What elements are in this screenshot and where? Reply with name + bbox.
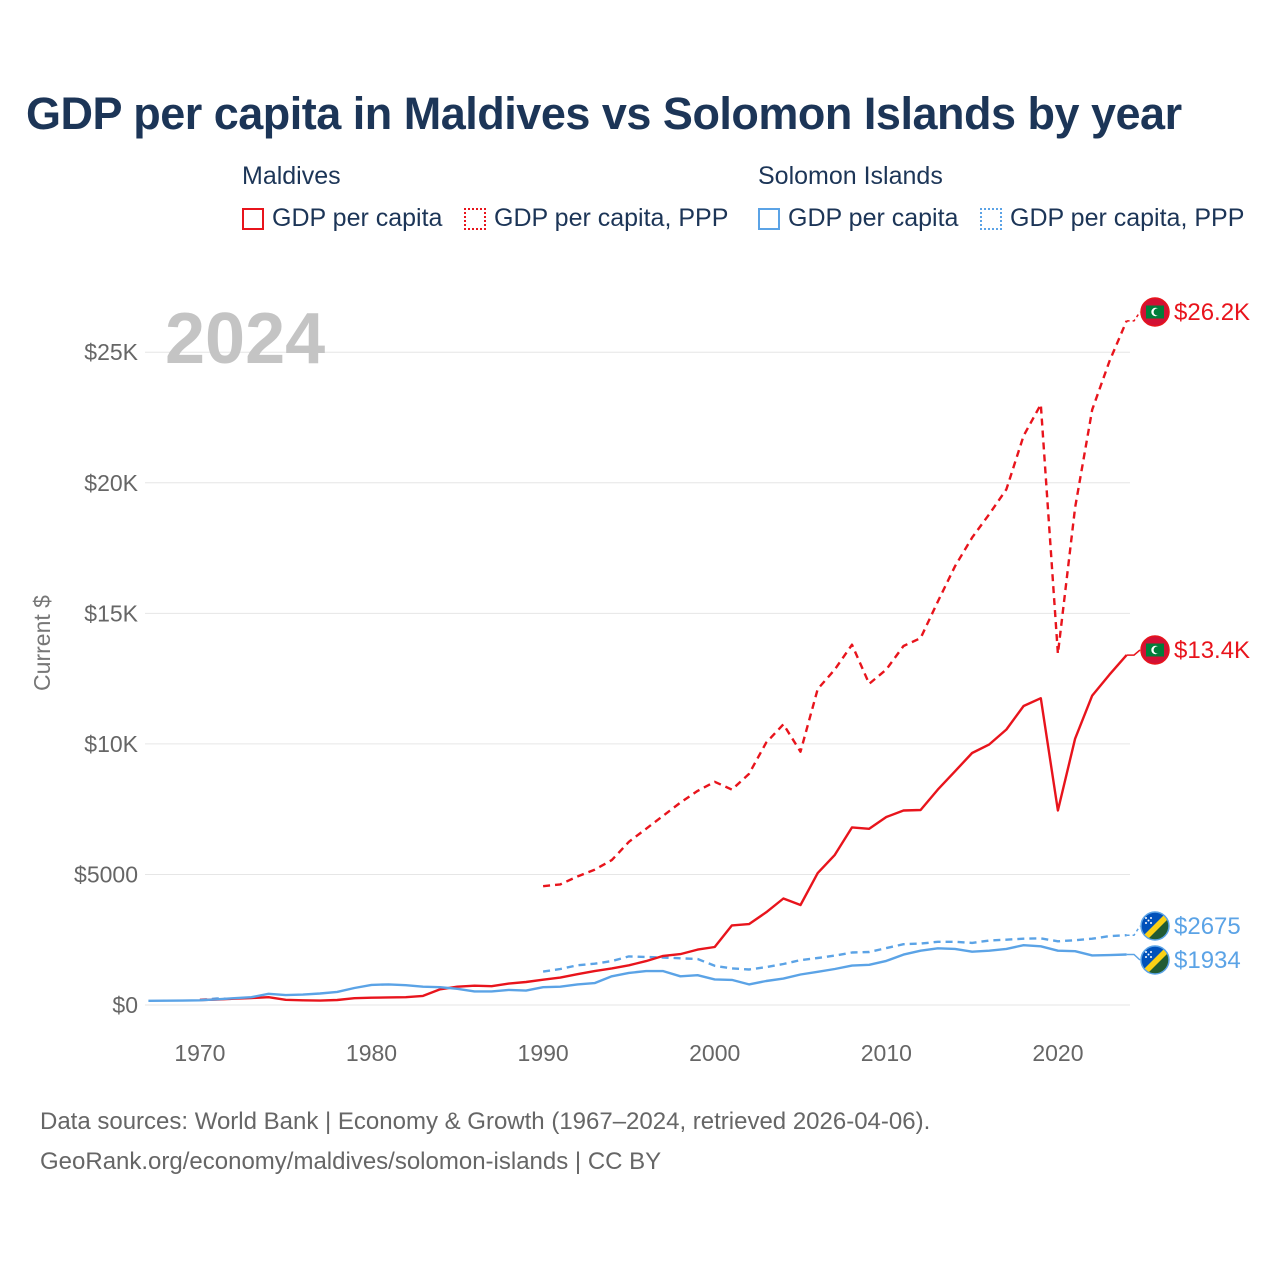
footer-attribution[interactable]: GeoRank.org/economy/maldives/solomon-isl… bbox=[40, 1148, 662, 1175]
footer-sources: Data sources: World Bank | Economy & Gro… bbox=[40, 1108, 931, 1135]
y-tick-label: $15K bbox=[84, 600, 138, 626]
y-tick-label: $25K bbox=[84, 339, 138, 365]
x-tick-label: 2010 bbox=[861, 1040, 912, 1066]
legend-item-solomon-gdp-ppp[interactable]: GDP per capita, PPP bbox=[980, 204, 1244, 233]
legend-label: GDP per capita bbox=[272, 204, 443, 232]
legend-label: GDP per capita, PPP bbox=[494, 204, 729, 232]
legend-swatch-dotted-icon bbox=[980, 207, 1002, 230]
series-solomon-islands-gdp-per-capita-ppp bbox=[199, 934, 1127, 1001]
line-chart: $0 $5000 $10K $15K $20K $25K 1970 1980 1990 2000 2… bbox=[29, 297, 1250, 1066]
series-line bbox=[542, 320, 1128, 888]
legend-group-solomon-islands: Solomon Islands bbox=[758, 162, 943, 190]
series-solomon-islands-gdp-per-capita bbox=[148, 944, 1127, 1002]
x-tick-label: 1990 bbox=[518, 1040, 569, 1066]
end-leader-line bbox=[1126, 953, 1141, 961]
x-tick-label: 2000 bbox=[689, 1040, 740, 1066]
end-leader-line bbox=[1126, 311, 1141, 322]
y-tick-label: $5000 bbox=[74, 861, 138, 887]
legend-swatch-solid-icon bbox=[758, 207, 780, 230]
end-value-label: $13.4K bbox=[1174, 637, 1250, 664]
legend-item-maldives-gdp-ppp[interactable]: GDP per capita, PPP bbox=[464, 204, 728, 233]
x-tick-label: 1980 bbox=[346, 1040, 397, 1066]
legend-item-solomon-gdp[interactable]: GDP per capita bbox=[758, 204, 958, 233]
legend-item-maldives-gdp[interactable]: GDP per capita bbox=[242, 204, 442, 233]
end-value-label: $1934 bbox=[1174, 947, 1241, 974]
end-leader-line bbox=[1126, 925, 1141, 936]
series-line bbox=[199, 934, 1127, 1001]
series-line bbox=[148, 944, 1127, 1002]
end-value-label: $26.2K bbox=[1174, 299, 1250, 326]
y-tick-label: $10K bbox=[84, 731, 138, 757]
maldives-flag-icon bbox=[1140, 297, 1170, 327]
legend-swatch-dotted-icon bbox=[464, 207, 486, 230]
series-maldives-gdp-per-capita-ppp bbox=[542, 320, 1128, 888]
solomon-islands-flag-icon bbox=[1140, 945, 1170, 975]
x-tick-label: 1970 bbox=[174, 1040, 225, 1066]
series-maldives-gdp-per-capita bbox=[199, 654, 1128, 1002]
y-tick-label: $20K bbox=[84, 470, 138, 496]
y-tick-label: $0 bbox=[112, 992, 138, 1018]
end-value-label: $2675 bbox=[1174, 913, 1241, 940]
y-axis-label: Current $ bbox=[29, 595, 55, 691]
legend-swatch-solid-icon bbox=[242, 207, 264, 230]
chart-title: GDP per capita in Maldives vs Solomon Is… bbox=[26, 88, 1182, 139]
legend-group-maldives: Maldives bbox=[242, 162, 341, 190]
end-leader-line bbox=[1126, 649, 1141, 656]
year-label: 2024 bbox=[165, 299, 325, 379]
legend-label: GDP per capita bbox=[788, 204, 959, 232]
solomon-islands-flag-icon bbox=[1140, 911, 1170, 941]
series-line bbox=[199, 654, 1128, 1002]
legend-label: GDP per capita, PPP bbox=[1010, 204, 1245, 232]
maldives-flag-icon bbox=[1140, 635, 1170, 665]
x-tick-label: 2020 bbox=[1032, 1040, 1083, 1066]
